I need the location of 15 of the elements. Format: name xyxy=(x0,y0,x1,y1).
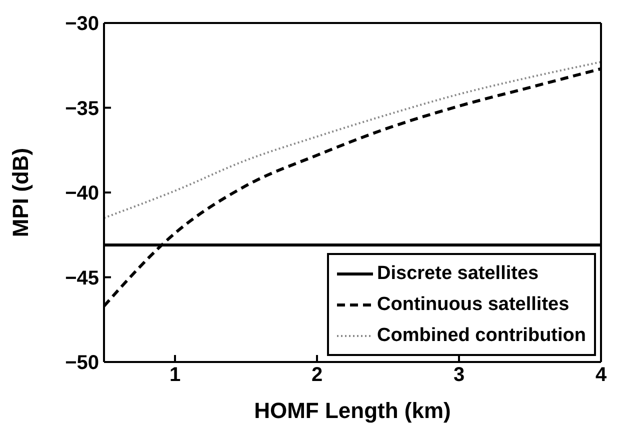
x-tick-label: 2 xyxy=(311,364,323,386)
line-series xyxy=(104,60,601,219)
y-tick-label: −35 xyxy=(65,98,99,120)
legend-label: Discrete satellites xyxy=(377,262,539,284)
y-tick-label: −50 xyxy=(65,352,99,374)
x-axis-title: HOMF Length (km) xyxy=(254,398,451,423)
y-tick-label: −30 xyxy=(65,13,99,36)
y-tick-label: −45 xyxy=(65,267,99,290)
y-axis-title: MPI (dB) xyxy=(8,148,33,238)
legend-label: Continuous satellites xyxy=(377,294,570,316)
x-tick-label: 3 xyxy=(453,364,465,386)
y-tick-label: −40 xyxy=(65,182,99,205)
x-tick-label: 4 xyxy=(595,364,608,386)
x-tick-label: 1 xyxy=(169,364,181,386)
legend-label: Combined contribution xyxy=(377,324,586,346)
